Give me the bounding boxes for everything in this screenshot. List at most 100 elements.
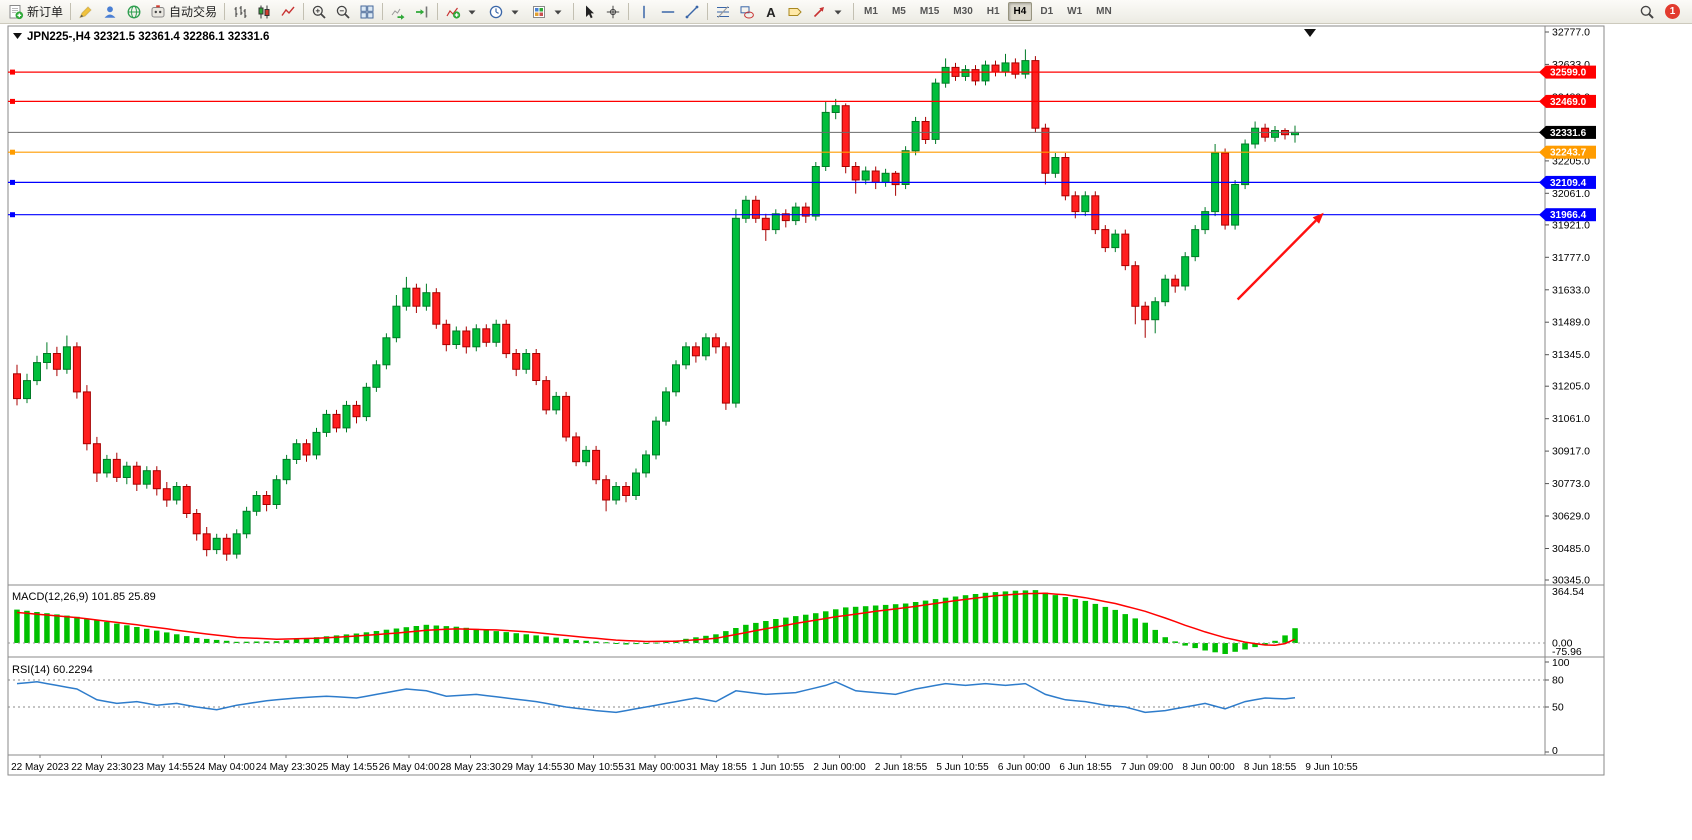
- candle: [851, 162, 860, 194]
- caret-down-icon: [468, 10, 476, 14]
- shapes-button[interactable]: [735, 1, 759, 23]
- auto-scroll-button[interactable]: [386, 1, 410, 23]
- candle: [971, 65, 980, 86]
- price-badge: 32109.4: [1539, 175, 1596, 189]
- candle: [931, 78, 940, 144]
- zoom-out-button[interactable]: [331, 1, 355, 23]
- candle: [921, 116, 930, 144]
- candle: [192, 509, 201, 541]
- timeframe-d1-button[interactable]: D1: [1040, 6, 1054, 17]
- toolbar-separator: [628, 3, 630, 20]
- timeframe-h1-button[interactable]: H1: [986, 6, 1000, 17]
- price-axis-label: 30629.0: [1552, 511, 1590, 523]
- horizontal-line[interactable]: [8, 98, 1545, 104]
- horizontal-line-button[interactable]: [656, 1, 680, 23]
- vertical-line-button[interactable]: [632, 1, 656, 23]
- search-button[interactable]: [1635, 1, 1659, 23]
- candle: [242, 506, 251, 539]
- candle: [222, 533, 231, 561]
- community-icon: [127, 5, 141, 18]
- toolbar-separator: [70, 3, 72, 20]
- candle: [691, 342, 700, 363]
- profile-icon: [104, 5, 116, 18]
- crosshair-button[interactable]: [601, 1, 625, 23]
- new-order-button[interactable]: 新订单: [4, 1, 67, 23]
- indicators-button[interactable]: [441, 1, 484, 23]
- timeframe-m30-button[interactable]: M30: [953, 6, 973, 17]
- zoom-in-button[interactable]: [307, 1, 331, 23]
- symbol-dropdown-icon[interactable]: [13, 33, 22, 39]
- tile-windows-button[interactable]: [355, 1, 379, 23]
- candle: [512, 349, 521, 377]
- autotrading-icon: [151, 4, 165, 17]
- autotrading-button[interactable]: 自动交易: [146, 1, 221, 23]
- price-badge: 31966.4: [1539, 208, 1596, 222]
- metaeditor-button[interactable]: [74, 1, 98, 23]
- text-button[interactable]: A: [759, 1, 783, 23]
- search-icon: [1640, 5, 1654, 19]
- time-axis-label: 24 May 23:30: [256, 762, 317, 773]
- price-axis-label: 30773.0: [1552, 478, 1590, 490]
- candle: [831, 98, 840, 120]
- horizontal-line[interactable]: [8, 149, 1545, 155]
- timeframe-w1-button[interactable]: W1: [1067, 6, 1083, 17]
- macd-axis-zero: 0.00: [1552, 638, 1573, 650]
- candle: [741, 195, 750, 223]
- candle: [791, 202, 800, 226]
- bar-chart-button[interactable]: [228, 1, 252, 23]
- candle: [33, 355, 41, 386]
- candle: [412, 283, 421, 313]
- timeframe-m5-button[interactable]: M5: [891, 6, 906, 17]
- timeframe-mn-button[interactable]: MN: [1096, 6, 1112, 17]
- horizontal-line[interactable]: [8, 212, 1545, 218]
- text-label-button[interactable]: [783, 1, 807, 23]
- candle: [572, 432, 581, 467]
- arrows-button[interactable]: [807, 1, 850, 23]
- price-axis-label: 31061.0: [1552, 413, 1590, 425]
- autotrading-button-label: 自动交易: [169, 5, 218, 19]
- fibonacci-button[interactable]: [711, 1, 735, 23]
- periods-button[interactable]: [484, 1, 527, 23]
- timeframe-m1-button[interactable]: M1: [864, 6, 878, 17]
- candle: [1061, 153, 1070, 201]
- candle: [392, 295, 401, 343]
- time-axis-label: 8 Jun 18:55: [1244, 762, 1297, 773]
- community-button[interactable]: [122, 1, 146, 23]
- line-chart-button[interactable]: [276, 1, 300, 23]
- candle: [352, 400, 361, 424]
- candle: [492, 319, 501, 347]
- candle: [1051, 153, 1060, 178]
- horizontal-line[interactable]: [8, 69, 1545, 75]
- chart-shift-button[interactable]: [410, 1, 434, 23]
- candle: [372, 360, 381, 392]
- candle: [1191, 225, 1200, 262]
- templates-button[interactable]: [527, 1, 570, 23]
- candle: [602, 475, 611, 512]
- time-axis-label: 6 Jun 18:55: [1059, 762, 1112, 773]
- arrows-icon: [813, 6, 825, 17]
- svg-text:32599.0: 32599.0: [1550, 68, 1587, 79]
- candle: [1111, 229, 1120, 253]
- trendline-button[interactable]: [680, 1, 704, 23]
- candle: [821, 101, 830, 171]
- profile-button[interactable]: [98, 1, 122, 23]
- candle: [622, 482, 631, 503]
- horizontal-line[interactable]: [8, 179, 1545, 185]
- candle: [1211, 144, 1220, 217]
- fibo-icon: [717, 5, 730, 18]
- time-axis-label: 24 May 04:00: [194, 762, 255, 773]
- timeframe-h4-button[interactable]: H4: [1007, 2, 1033, 21]
- toolbar-separator: [437, 3, 439, 20]
- candlestick-chart-button[interactable]: [252, 1, 276, 23]
- trend-arrow-annotation[interactable]: [1236, 212, 1324, 301]
- chart-scroll-marker[interactable]: [1304, 29, 1316, 37]
- cursor-button[interactable]: [577, 1, 601, 23]
- candle: [382, 333, 391, 370]
- notifications-badge[interactable]: 1: [1665, 4, 1680, 19]
- candle: [102, 454, 111, 478]
- candle: [332, 409, 341, 433]
- chart-frame: [7, 25, 1605, 776]
- macd-axis-min: -75.96: [1552, 646, 1582, 658]
- timeframe-m15-button[interactable]: M15: [919, 6, 940, 17]
